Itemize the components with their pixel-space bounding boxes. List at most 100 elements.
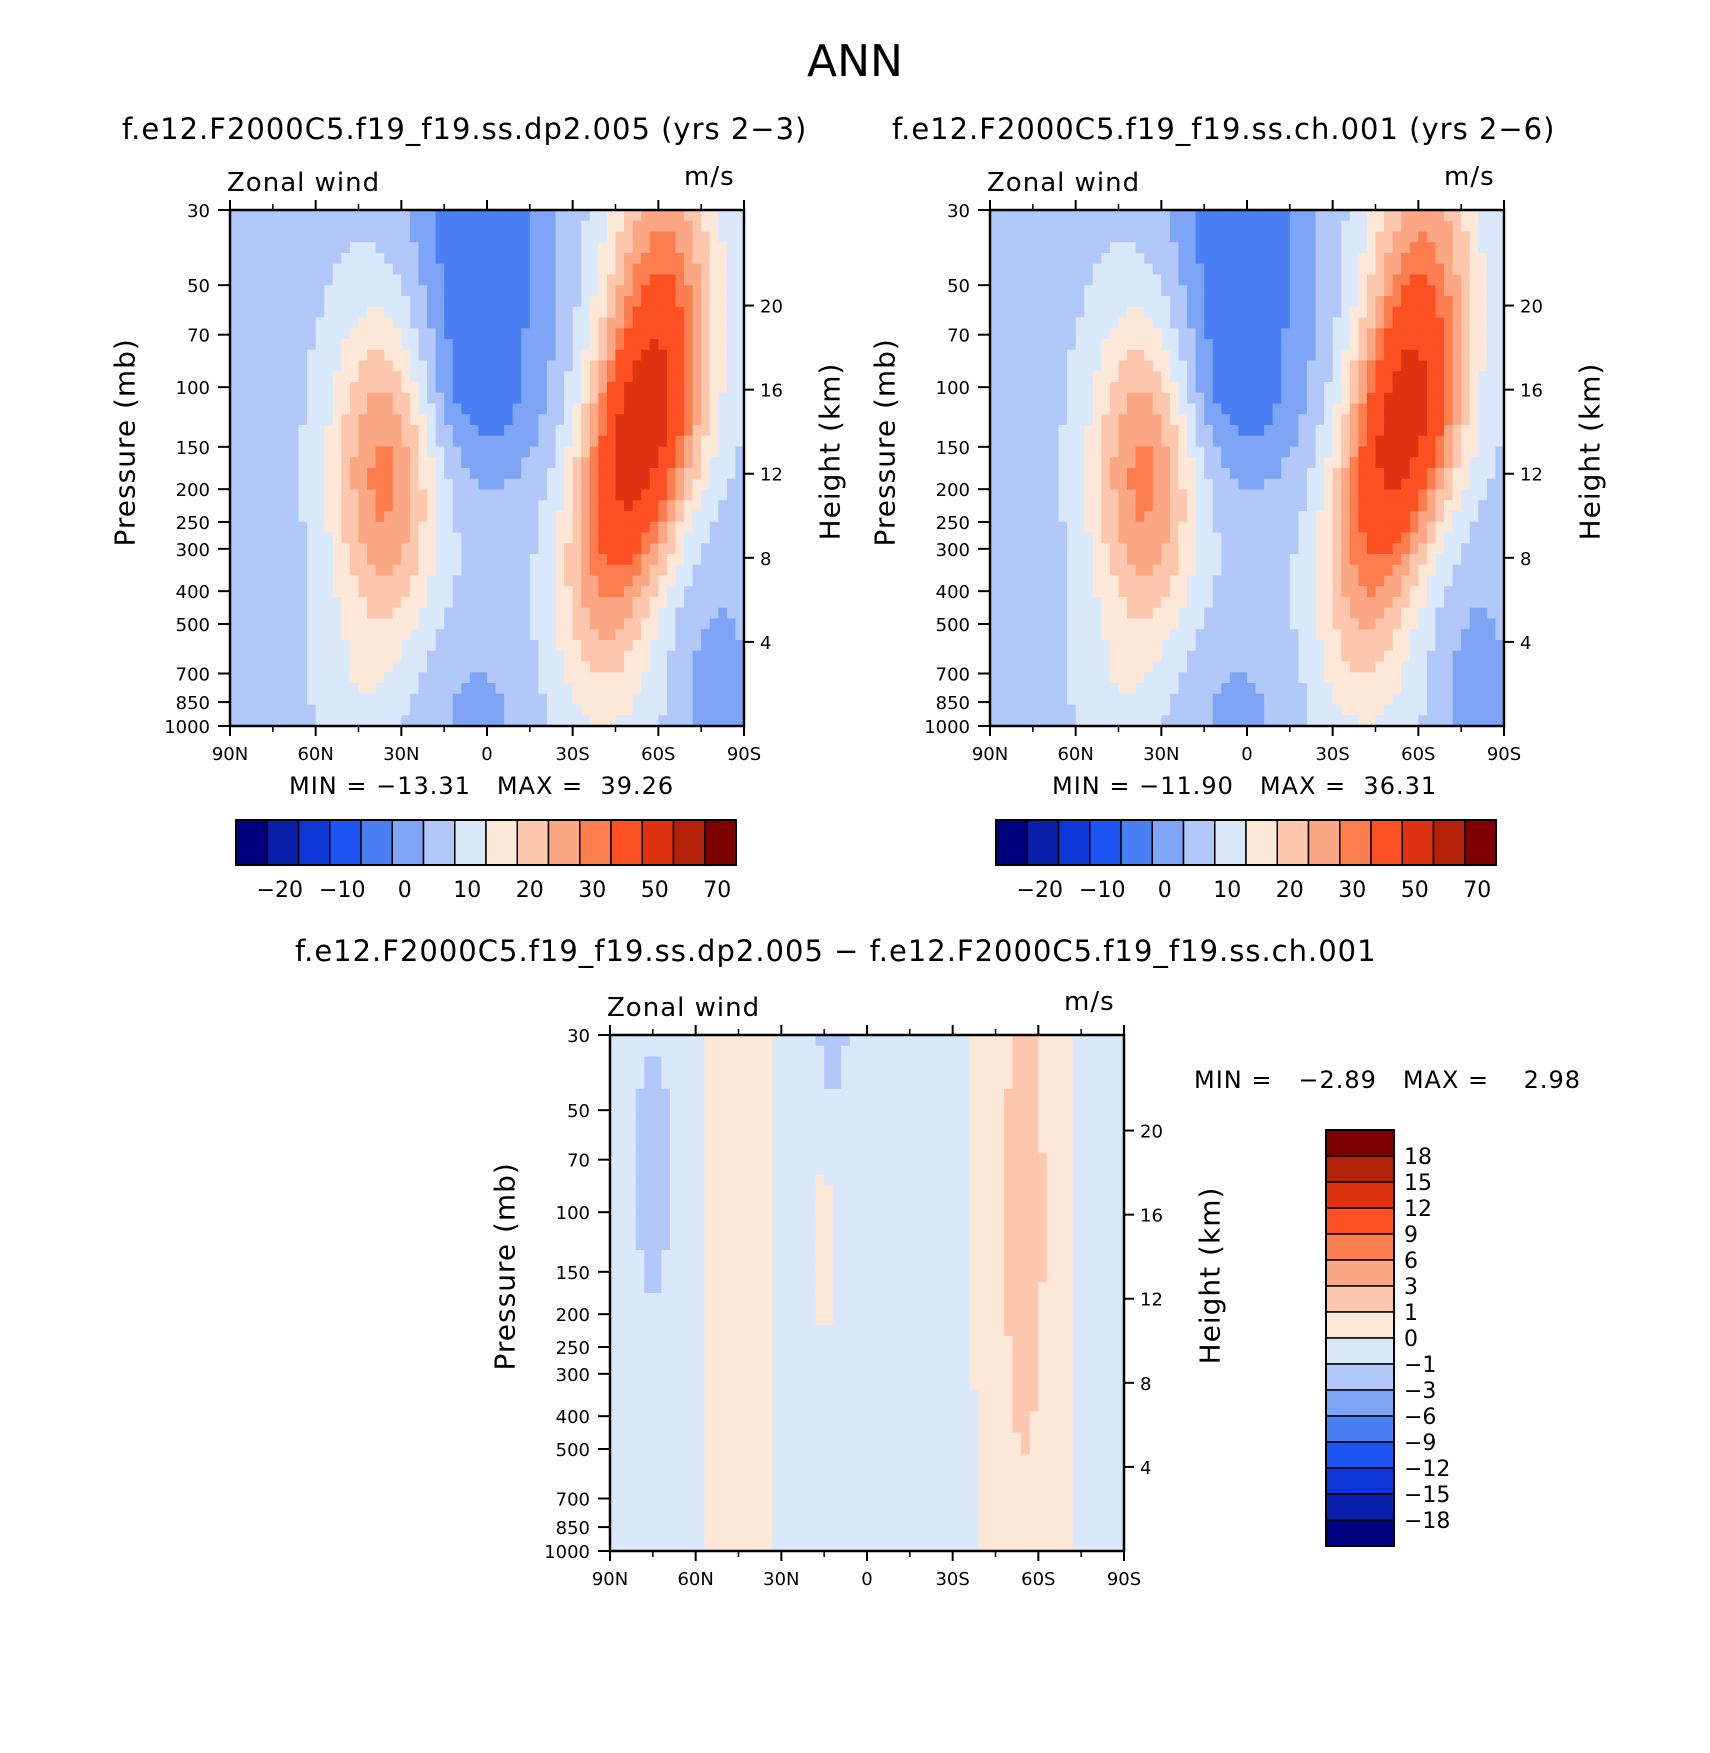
panel2-cell bbox=[1238, 457, 1248, 469]
panel1-cell bbox=[521, 500, 531, 512]
panel2-cell bbox=[1221, 511, 1231, 523]
panel1-cell bbox=[692, 425, 702, 437]
panel1-cell bbox=[478, 296, 488, 308]
panel2-cell bbox=[1221, 575, 1231, 587]
panel1-cell bbox=[281, 263, 291, 276]
panel1-cell bbox=[649, 371, 659, 383]
panel1-cell bbox=[478, 672, 488, 684]
panel1-cell bbox=[469, 586, 480, 598]
panel2-cell bbox=[1238, 296, 1248, 308]
panel1-cell bbox=[255, 457, 265, 469]
panel1-cell bbox=[658, 263, 668, 276]
panel1-cell bbox=[538, 403, 548, 415]
panel1-cell bbox=[272, 220, 282, 233]
panel2-cell bbox=[1341, 478, 1351, 491]
panel1-cell bbox=[632, 629, 642, 641]
panel1-cell bbox=[349, 403, 360, 415]
panel2-cell bbox=[1341, 532, 1351, 544]
panel1-cell bbox=[272, 597, 282, 609]
panel2-cell bbox=[1084, 317, 1094, 329]
panel1-cell bbox=[367, 296, 377, 308]
panel1-cell bbox=[289, 220, 300, 233]
panel1-cell bbox=[684, 339, 694, 351]
panel1-cell bbox=[392, 457, 402, 469]
panel1-cell bbox=[649, 672, 659, 684]
panel2-cell bbox=[1075, 328, 1085, 340]
panel1-cell bbox=[444, 640, 454, 652]
panel1-cell bbox=[307, 650, 317, 663]
panel1-cell bbox=[658, 446, 668, 458]
panel1-cell bbox=[735, 446, 745, 458]
panel2-cell bbox=[1264, 629, 1274, 641]
panel1-cell bbox=[452, 360, 462, 372]
panel1-cell bbox=[315, 360, 325, 372]
panel1-cell bbox=[718, 532, 728, 544]
panel1-cell bbox=[238, 349, 248, 362]
panel2-cell bbox=[1221, 263, 1231, 276]
panel2-cell bbox=[1161, 446, 1171, 458]
panel1-cell bbox=[521, 521, 531, 534]
panel2-cell bbox=[1298, 478, 1308, 491]
panel1-cell bbox=[444, 693, 454, 706]
panel2-cell bbox=[1204, 371, 1214, 383]
panel2-cell bbox=[1332, 661, 1342, 673]
panel1-cell bbox=[427, 672, 437, 684]
panel1-cell bbox=[684, 618, 694, 630]
panel1-cell bbox=[564, 575, 574, 587]
panel1-cell bbox=[238, 360, 248, 372]
panel1-cell bbox=[718, 543, 728, 555]
panel1-cell bbox=[384, 425, 394, 437]
panel1-cell bbox=[418, 650, 428, 663]
panel2-cell bbox=[1178, 435, 1188, 448]
panel2-cell bbox=[1084, 715, 1094, 727]
panel1-cell bbox=[709, 446, 719, 458]
panel2-cell bbox=[1049, 274, 1060, 286]
panel2-cell bbox=[1007, 231, 1017, 243]
panel2-cell bbox=[1187, 339, 1197, 351]
panel1-cell bbox=[487, 489, 497, 501]
panel1-cell bbox=[427, 640, 437, 652]
panel1-cell bbox=[709, 317, 719, 329]
panel1-cell bbox=[332, 500, 342, 512]
panel2-cell bbox=[1187, 253, 1197, 265]
panel1-cell bbox=[469, 446, 480, 458]
panel2-cell bbox=[1315, 339, 1325, 351]
panel1-cell bbox=[444, 575, 454, 587]
panel2-cell bbox=[1101, 607, 1111, 620]
panel1-cell bbox=[649, 242, 659, 254]
panel1-cell bbox=[264, 382, 274, 394]
panel2-cell bbox=[1032, 306, 1042, 319]
panel2-cell bbox=[1178, 661, 1188, 673]
panel1-cell bbox=[298, 210, 308, 222]
panel1-cell bbox=[452, 704, 462, 716]
panel2-cell bbox=[1049, 661, 1060, 673]
panel1-cell bbox=[538, 618, 548, 630]
panel2-cell bbox=[1127, 683, 1137, 695]
panel1-cell bbox=[289, 242, 300, 254]
panel2-cell bbox=[1032, 349, 1042, 362]
panel2-cell bbox=[1015, 586, 1025, 598]
panel1-cell bbox=[504, 220, 514, 233]
panel2-cell bbox=[1298, 285, 1308, 297]
panel2-cell bbox=[1144, 575, 1154, 587]
panel1-cell bbox=[247, 489, 257, 501]
panel1-cell bbox=[324, 403, 334, 415]
panel2-cell bbox=[1007, 672, 1017, 684]
panel2-cell bbox=[1024, 382, 1034, 394]
panel1-cell bbox=[726, 220, 737, 233]
panel1-cell bbox=[341, 564, 351, 577]
panel2-cell bbox=[1264, 618, 1274, 630]
panel2-cell bbox=[1109, 586, 1120, 598]
panel2-cell bbox=[1272, 360, 1282, 372]
panel1-cell bbox=[247, 478, 257, 491]
panel1-cell bbox=[375, 457, 385, 469]
panel2-cell bbox=[1152, 478, 1162, 491]
panel1-cell bbox=[726, 285, 737, 297]
panel1-cell bbox=[255, 554, 265, 566]
panel1-cell bbox=[375, 489, 385, 501]
panel2-cell bbox=[1212, 306, 1222, 319]
panel1-cell bbox=[230, 360, 240, 372]
panel2-cell bbox=[1204, 468, 1214, 480]
panel1-cell bbox=[247, 317, 257, 329]
panel1-cell bbox=[624, 360, 634, 372]
